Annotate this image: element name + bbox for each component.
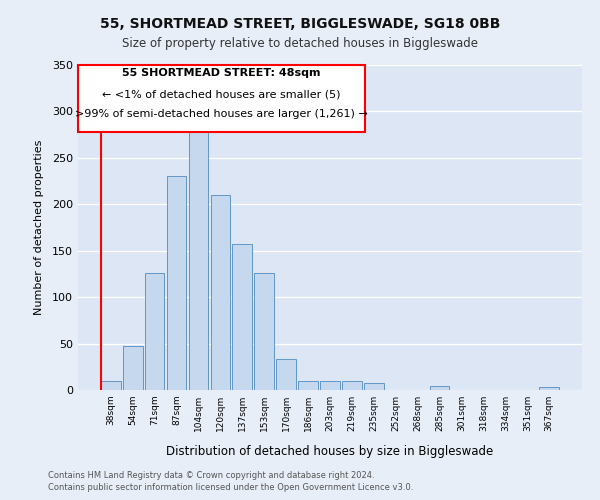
FancyBboxPatch shape bbox=[78, 65, 365, 132]
Text: >99% of semi-detached houses are larger (1,261) →: >99% of semi-detached houses are larger … bbox=[75, 109, 368, 119]
Text: Size of property relative to detached houses in Biggleswade: Size of property relative to detached ho… bbox=[122, 38, 478, 51]
Text: Contains public sector information licensed under the Open Government Licence v3: Contains public sector information licen… bbox=[48, 483, 413, 492]
X-axis label: Distribution of detached houses by size in Biggleswade: Distribution of detached houses by size … bbox=[166, 445, 494, 458]
Text: 55 SHORTMEAD STREET: 48sqm: 55 SHORTMEAD STREET: 48sqm bbox=[122, 68, 321, 78]
Bar bbox=[188, 127, 208, 390]
Bar bbox=[232, 244, 252, 390]
Bar bbox=[430, 386, 449, 390]
Y-axis label: Number of detached properties: Number of detached properties bbox=[34, 140, 44, 315]
Bar bbox=[320, 380, 340, 390]
Bar bbox=[298, 380, 318, 390]
Bar bbox=[254, 273, 274, 390]
Text: ← <1% of detached houses are smaller (5): ← <1% of detached houses are smaller (5) bbox=[103, 90, 341, 100]
Text: 55, SHORTMEAD STREET, BIGGLESWADE, SG18 0BB: 55, SHORTMEAD STREET, BIGGLESWADE, SG18 … bbox=[100, 18, 500, 32]
Bar bbox=[342, 380, 362, 390]
Bar bbox=[167, 176, 187, 390]
Bar bbox=[276, 360, 296, 390]
Bar bbox=[211, 195, 230, 390]
Text: Contains HM Land Registry data © Crown copyright and database right 2024.: Contains HM Land Registry data © Crown c… bbox=[48, 470, 374, 480]
Bar bbox=[101, 380, 121, 390]
Bar bbox=[539, 387, 559, 390]
Bar bbox=[123, 346, 143, 390]
Bar bbox=[145, 273, 164, 390]
Bar bbox=[364, 382, 384, 390]
